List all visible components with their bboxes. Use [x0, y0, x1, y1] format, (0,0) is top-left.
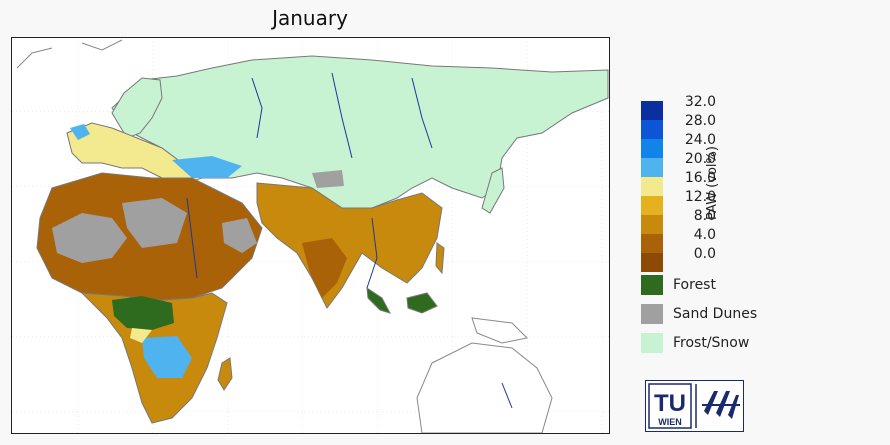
river-mekong: [366, 217, 378, 289]
colorbar-swatch: [641, 196, 663, 215]
river-nile: [186, 197, 198, 279]
arctic-outline: [16, 39, 123, 69]
svg-text:WIEN: WIEN: [658, 417, 682, 427]
colorbar-tick: 4.0: [693, 227, 716, 243]
sand-dunes-taklamakan: [312, 170, 344, 188]
legend-frost-snow-label: Frost/Snow: [673, 335, 750, 351]
colorbar-tick: 24.0: [684, 132, 716, 148]
sand-dunes-libya: [122, 198, 187, 248]
sand-dunes-arabia: [222, 218, 257, 253]
sand-dunes-sahara: [52, 213, 127, 263]
colorbar-tick: 8.0: [693, 208, 716, 224]
colorbar-tick: 28.0: [684, 113, 716, 129]
legend-forest-swatch: [641, 275, 663, 295]
logo-graphic: TU WIEN: [648, 383, 740, 429]
colorbar-tick: 0.0: [693, 246, 716, 262]
tu-wien-ipf-logo: TU WIEN: [645, 380, 744, 432]
svg-text:TU: TU: [654, 390, 686, 417]
colorbar-swatch: [641, 177, 663, 196]
colorbar-tick: 16.0: [684, 170, 716, 186]
africa-blue-patch: [142, 336, 192, 378]
colorbar-swatch: [641, 158, 663, 177]
madagascar: [217, 357, 233, 391]
africa-yellow-patch: [130, 328, 152, 343]
colorbar-unit-label: PAW (vol%): [705, 146, 720, 220]
colorbar-swatch: [641, 101, 663, 120]
river-yenisei: [331, 72, 353, 159]
colorbar-swatch: [641, 120, 663, 139]
india-dry: [302, 238, 347, 298]
legend-frost-snow-swatch: [641, 333, 663, 353]
colorbar-swatch: [641, 234, 663, 253]
legend-sand-dunes-swatch: [641, 304, 663, 324]
map-panel: [11, 37, 610, 434]
colorbar-swatch: [641, 253, 663, 272]
forest-sumatra: [366, 286, 392, 314]
forest-borneo: [406, 292, 438, 314]
river-lena: [411, 77, 433, 149]
colorbar-tick: 12.0: [684, 189, 716, 205]
south-asia-region: [256, 182, 443, 309]
soil-moisture-map: [12, 38, 609, 433]
europe-blue-patch: [172, 156, 242, 178]
colorbar-tick: 32.0: [684, 94, 716, 110]
colorbar-swatch: [641, 215, 663, 234]
legend-sand-dunes-label: Sand Dunes: [673, 306, 758, 322]
japan: [481, 167, 505, 214]
forest-congo: [112, 296, 174, 330]
colorbar-swatch: [641, 139, 663, 158]
river-murray: [501, 382, 513, 409]
river-ob: [251, 77, 263, 139]
colorbar-tick: 20.0: [684, 151, 716, 167]
philippines: [435, 242, 445, 275]
rivers: [186, 72, 513, 409]
map-title: January: [272, 6, 348, 30]
australia-outline: [416, 342, 553, 433]
legend-forest-label: Forest: [673, 277, 716, 293]
europe-blue-patch: [70, 124, 90, 140]
new-guinea-outline: [471, 317, 529, 344]
